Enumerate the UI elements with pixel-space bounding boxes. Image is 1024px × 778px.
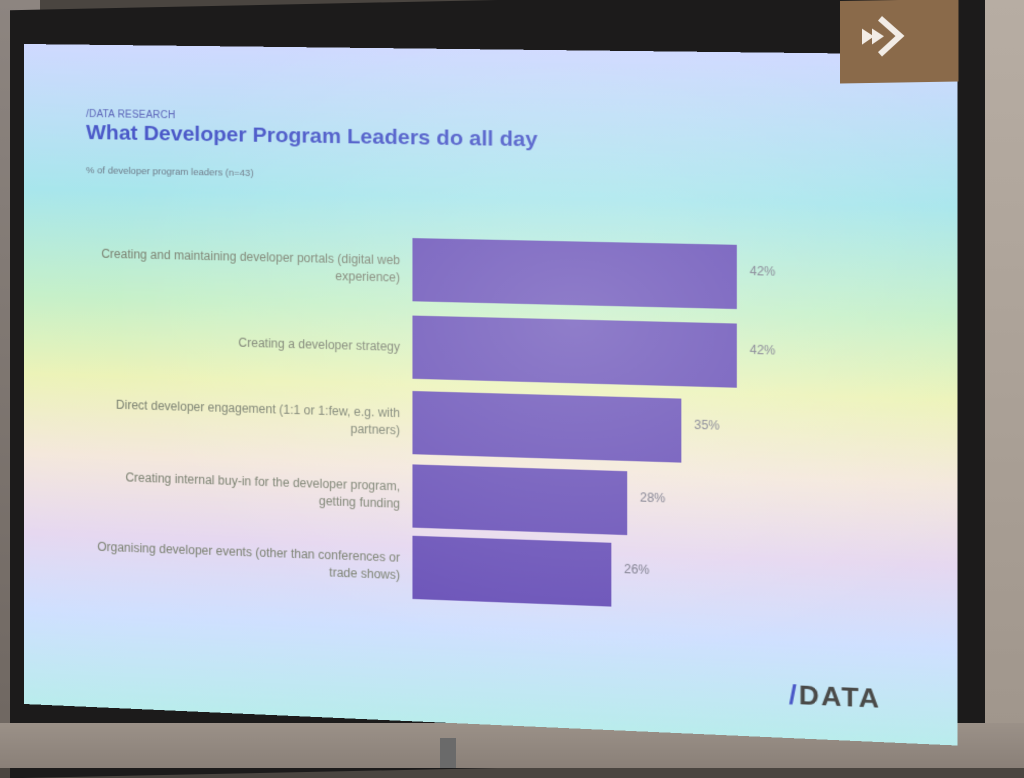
data-brand-logo: /DATA: [789, 679, 881, 715]
brand-slash: /: [788, 678, 799, 711]
bar: [412, 238, 737, 310]
slide-eyebrow: /DATA RESEARCH: [86, 108, 176, 122]
bar: [412, 464, 628, 536]
chart-row: Creating a developer strategy 42%: [94, 308, 888, 392]
bar-label: Creating and maintaining developer porta…: [101, 246, 401, 285]
corner-logo: [840, 0, 958, 84]
bar: [412, 535, 612, 607]
bar-value: 42%: [749, 263, 776, 279]
bar-value: 35%: [694, 417, 720, 433]
fast-forward-arrow-icon: [862, 16, 905, 57]
bar: [412, 315, 737, 388]
bar-label: Organising developer events (other than …: [97, 539, 401, 583]
slide-subtitle: % of developer program leaders (n=43): [86, 165, 254, 180]
bar-label: Creating a developer strategy: [238, 335, 401, 354]
bar-value: 28%: [639, 490, 666, 506]
chart-row: Creating and maintaining developer porta…: [94, 231, 888, 312]
bar-value: 42%: [749, 342, 776, 358]
bar-value: 26%: [624, 561, 650, 578]
bar-label: Direct developer engagement (1:1 or 1:fe…: [116, 397, 401, 438]
bar-chart: Creating and maintaining developer porta…: [94, 231, 888, 623]
slide-title: What Developer Program Leaders do all da…: [86, 120, 538, 152]
chart-row: Direct developer engagement (1:1 or 1:fe…: [94, 382, 888, 469]
device-stand: [440, 738, 456, 768]
presentation-slide: /DATA RESEARCH What Developer Program Le…: [24, 44, 958, 746]
bar-label: Creating internal buy-in for the develop…: [125, 470, 401, 511]
brand-text: DATA: [798, 679, 882, 714]
bar: [412, 390, 682, 463]
